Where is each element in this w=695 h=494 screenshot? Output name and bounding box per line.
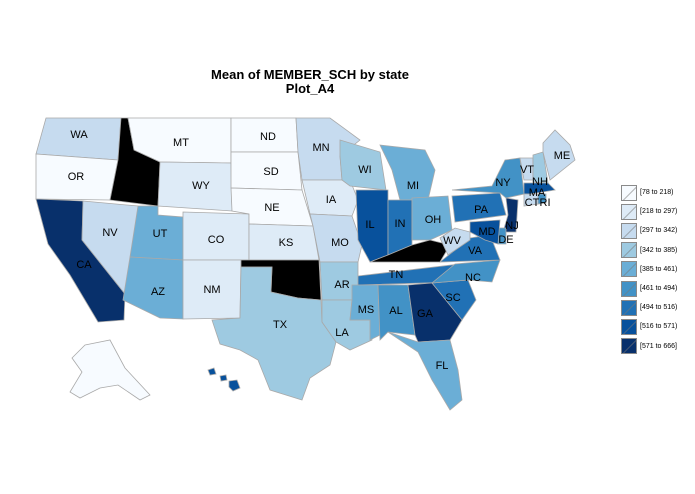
label-GA: GA (417, 308, 434, 320)
label-MD: MD (478, 226, 495, 238)
state-AL (377, 284, 416, 341)
label-TX: TX (273, 319, 288, 331)
state-PA (451, 192, 507, 223)
map-title-line1: Mean of MEMBER_SCH by state (211, 67, 409, 82)
label-NJ: NJ (505, 220, 518, 232)
label-RI: RI (540, 197, 551, 209)
legend-label-7: [516 to 571) (640, 323, 678, 331)
state-WI (339, 139, 387, 191)
label-KS: KS (279, 237, 294, 249)
state-AK (69, 339, 151, 401)
legend-swatch-3 (621, 242, 637, 259)
legend: [78 to 218) [218 to 297) [297 to 342) [3… (621, 183, 677, 356)
label-TN: TN (389, 269, 404, 281)
label-IA: IA (326, 194, 337, 206)
label-ND: ND (260, 131, 276, 143)
label-FL: FL (436, 360, 449, 372)
state-MD (469, 219, 501, 245)
legend-label-5: [461 to 494) (640, 285, 678, 293)
label-VA: VA (468, 245, 483, 257)
legend-item-1: [218 to 297) (621, 202, 677, 221)
legend-swatch-1 (621, 203, 637, 220)
legend-label-1: [218 to 297) (640, 208, 678, 216)
legend-swatch-5 (621, 280, 637, 297)
map-subtitle: Plot_A4 (285, 81, 335, 96)
label-OR: OR (68, 171, 85, 183)
legend-label-6: [494 to 516) (640, 304, 678, 312)
label-CT: CT (525, 197, 540, 209)
label-LA: LA (335, 327, 349, 339)
label-UT: UT (153, 228, 168, 240)
label-NV: NV (102, 227, 118, 239)
legend-label-0: [78 to 218) (640, 189, 674, 197)
label-DE: DE (498, 234, 513, 246)
legend-item-7: [516 to 571) (621, 317, 677, 336)
legend-swatch-2 (621, 222, 637, 239)
label-NE: NE (264, 202, 279, 214)
state-MA (523, 182, 556, 195)
label-MI: MI (407, 180, 419, 192)
legend-swatch-4 (621, 261, 637, 278)
state-WV (439, 227, 471, 256)
label-WY: WY (192, 180, 210, 192)
label-WI: WI (358, 164, 371, 176)
label-ME: ME (554, 150, 571, 162)
label-NY: NY (495, 177, 511, 189)
label-CO: CO (208, 234, 225, 246)
legend-swatch-0 (621, 184, 637, 201)
label-VT: VT (520, 164, 534, 176)
state-OH (411, 195, 453, 241)
label-IN: IN (395, 218, 406, 230)
state-FL (387, 331, 463, 411)
legend-item-4: [385 to 461) (621, 260, 677, 279)
legend-item-8: [571 to 666] (621, 337, 677, 356)
label-SD: SD (263, 166, 278, 178)
legend-item-6: [494 to 516) (621, 298, 677, 317)
label-IL: IL (365, 219, 374, 231)
label-MO: MO (331, 237, 349, 249)
state-AZ (122, 256, 184, 320)
state-NC (430, 259, 501, 284)
legend-label-2: [297 to 342) (640, 227, 678, 235)
state-HI (207, 367, 241, 392)
label-SC: SC (445, 292, 460, 304)
label-NC: NC (465, 272, 481, 284)
label-MT: MT (173, 137, 189, 149)
legend-swatch-6 (621, 299, 637, 316)
state-TX (211, 266, 337, 401)
state-NJ (502, 197, 519, 233)
legend-label-4: [385 to 461) (640, 265, 678, 273)
legend-label-8: [571 to 666] (640, 342, 677, 350)
label-OH: OH (425, 214, 442, 226)
legend-swatch-7 (621, 318, 637, 335)
label-AR: AR (334, 279, 349, 291)
label-MA: MA (529, 187, 546, 199)
label-WV: WV (443, 235, 461, 247)
legend-label-3: [342 to 385) (640, 246, 678, 254)
state-ME (542, 129, 576, 181)
label-PA: PA (474, 204, 489, 216)
legend-item-3: [342 to 385) (621, 241, 677, 260)
map-title: Mean of MEMBER_SCH by state Plot_A4 (0, 68, 620, 96)
legend-item-0: [78 to 218) (621, 183, 677, 202)
state-RI (537, 193, 547, 205)
label-NM: NM (203, 284, 220, 296)
legend-item-2: [297 to 342) (621, 221, 677, 240)
state-NY (451, 157, 525, 199)
label-CA: CA (76, 259, 92, 271)
legend-item-5: [461 to 494) (621, 279, 677, 298)
label-AL: AL (389, 305, 402, 317)
label-WA: WA (70, 129, 88, 141)
label-MN: MN (312, 142, 329, 154)
legend-swatch-8 (621, 338, 637, 355)
label-AZ: AZ (151, 286, 165, 298)
label-NH: NH (532, 176, 548, 188)
label-MS: MS (358, 304, 375, 316)
